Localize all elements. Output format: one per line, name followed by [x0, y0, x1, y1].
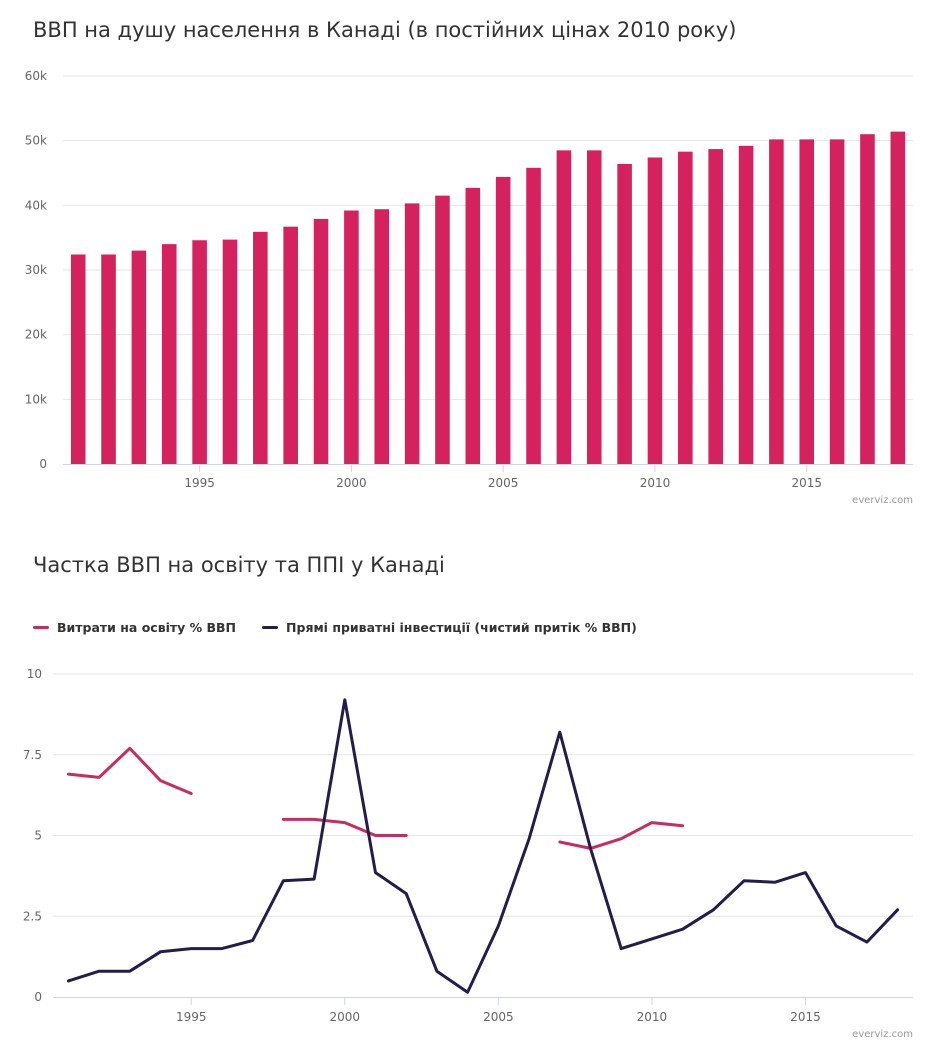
gdp-bar-chart-svg: 0 10k 20k 30k 40k 50k 60k 1995 2000 2005 2010 2015	[25, 69, 913, 490]
bar	[769, 139, 784, 464]
legend-label-fdi: Прямі приватні інвестиції (чистий притік…	[286, 620, 637, 635]
bar	[586, 150, 602, 464]
fdi-series-line	[66, 698, 900, 994]
legend-item-fdi[interactable]: Прямі приватні інвестиції (чистий притік…	[262, 620, 637, 635]
credit-link[interactable]: everviz.com	[852, 495, 913, 506]
bar	[435, 195, 450, 464]
chart-title: ВВП на душу населення в Канаді (в постій…	[33, 18, 737, 42]
education-fdi-chart: 0 2.5 5 7.5 10 1995 2000 2005 2010 2015 Частка ВВ…	[0, 540, 931, 1047]
y-tick-label: 40k	[25, 198, 47, 212]
y-tick-label: 2.5	[23, 909, 42, 923]
bar	[131, 250, 147, 464]
bar	[253, 231, 268, 464]
bar	[647, 157, 663, 465]
x-tick-label: 2005	[483, 1010, 514, 1024]
x-tick-label: 2010	[637, 1010, 668, 1024]
bar	[495, 176, 511, 464]
legend-swatch-fdi	[262, 626, 279, 629]
bar	[374, 209, 390, 464]
bar	[283, 226, 298, 464]
y-tick-label: 60k	[25, 69, 47, 83]
credit-link[interactable]: everviz.com	[852, 1029, 913, 1040]
x-tick-label: 2015	[790, 1010, 821, 1024]
bar	[829, 139, 845, 464]
chart-title: Частка ВВП на освіту та ППІ у Канаді	[33, 553, 445, 577]
y-tick-label: 30k	[25, 263, 47, 277]
bar	[313, 218, 329, 464]
legend-label-education: Витрати на освіту % ВВП	[57, 620, 237, 635]
x-tick-label: 2000	[336, 476, 367, 490]
x-tick-label: 2015	[791, 476, 822, 490]
x-tick-label: 1995	[184, 476, 215, 490]
education-fdi-line-chart-svg: 0 2.5 5 7.5 10 1995 2000 2005 2010 2015	[23, 667, 913, 1024]
education-series-line	[66, 746, 685, 850]
bar	[556, 150, 572, 464]
bar	[617, 163, 632, 465]
legend-swatch-education	[33, 626, 49, 629]
legend: Витрати на освіту % ВВП Прямі приватні і…	[33, 620, 637, 635]
bar	[860, 134, 875, 464]
y-tick-label: 20k	[25, 328, 47, 342]
bar	[465, 187, 481, 464]
x-tick-label: 2010	[640, 476, 671, 490]
y-tick-label: 10k	[25, 392, 47, 406]
bar	[101, 254, 116, 464]
bar	[890, 131, 906, 464]
y-tick-label: 50k	[25, 134, 47, 148]
bar	[678, 151, 693, 464]
y-tick-label: 5	[34, 829, 42, 843]
bar	[192, 240, 207, 464]
bar	[526, 167, 541, 464]
bar	[404, 203, 420, 465]
x-tick-label: 2000	[330, 1010, 361, 1024]
bar	[70, 254, 86, 464]
bar	[222, 239, 238, 464]
y-tick-label: 0	[34, 990, 42, 1004]
bar	[708, 149, 723, 464]
bar	[344, 210, 359, 464]
gdp-per-capita-chart: 0 10k 20k 30k 40k 50k 60k 1995 2000 2005 2010 2015 …	[0, 0, 931, 520]
x-tick-label: 1995	[176, 1010, 207, 1024]
y-tick-label: 0	[39, 457, 47, 471]
bar	[799, 139, 815, 464]
x-tick-label: 2005	[488, 476, 519, 490]
bar	[161, 244, 177, 464]
y-tick-label: 10	[27, 667, 42, 681]
bar	[738, 145, 754, 464]
legend-item-education[interactable]: Витрати на освіту % ВВП	[33, 620, 236, 635]
y-tick-label: 7.5	[23, 748, 42, 762]
